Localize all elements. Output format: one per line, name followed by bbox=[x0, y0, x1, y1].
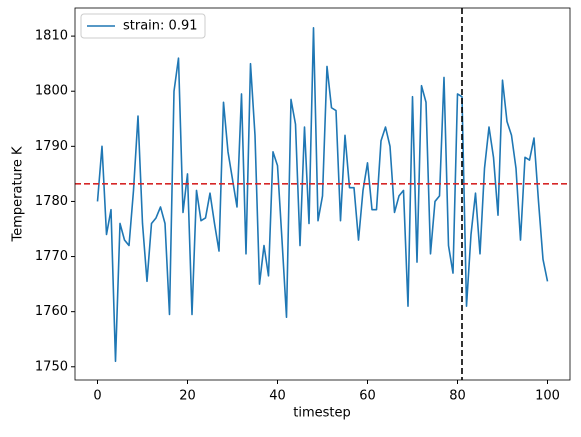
x-tick-label: 60 bbox=[359, 389, 376, 404]
y-tick-label: 1810 bbox=[35, 29, 68, 44]
legend-box bbox=[80, 13, 206, 39]
x-tick-label: 40 bbox=[269, 389, 286, 404]
x-tick-label: 80 bbox=[449, 389, 466, 404]
y-tick-label: 1760 bbox=[35, 304, 68, 319]
plot-frame bbox=[74, 7, 571, 381]
y-tick-label: 1780 bbox=[35, 194, 68, 209]
x-tick-label: 20 bbox=[179, 389, 196, 404]
y-tick-label: 1750 bbox=[35, 359, 68, 374]
x-tick-label: 100 bbox=[535, 389, 560, 404]
y-axis-label: Temperature K bbox=[11, 146, 26, 242]
x-tick-label: 0 bbox=[93, 389, 101, 404]
y-tick-label: 1770 bbox=[35, 249, 68, 264]
x-axis-label: timestep bbox=[293, 406, 351, 421]
legend-label: strain: 0.91 bbox=[123, 19, 198, 34]
data-line bbox=[96, 27, 549, 363]
y-tick-label: 1790 bbox=[35, 139, 68, 154]
y-tick-label: 1800 bbox=[35, 84, 68, 99]
